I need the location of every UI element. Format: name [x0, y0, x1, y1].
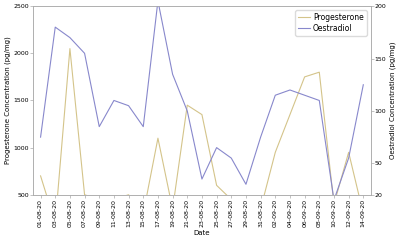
Oestradiol	[68, 36, 72, 39]
Oestradiol	[258, 136, 263, 138]
Progesterone	[112, 198, 116, 201]
Progesterone	[185, 104, 190, 107]
Progesterone	[126, 193, 131, 196]
Y-axis label: Progesterone Concentration (pg/mg): Progesterone Concentration (pg/mg)	[4, 36, 11, 164]
Progesterone	[38, 174, 43, 177]
Oestradiol	[141, 125, 146, 128]
Progesterone	[214, 184, 219, 187]
Progesterone	[156, 137, 160, 140]
Progesterone	[273, 151, 278, 154]
Legend: Progesterone, Oestradiol: Progesterone, Oestradiol	[296, 10, 367, 36]
Oestradiol	[156, 0, 160, 2]
Oestradiol	[361, 83, 366, 86]
Oestradiol	[229, 157, 234, 160]
Progesterone	[361, 212, 366, 215]
Oestradiol	[273, 94, 278, 97]
Oestradiol	[302, 94, 307, 97]
Line: Progesterone: Progesterone	[40, 49, 363, 223]
Progesterone	[258, 207, 263, 210]
Progesterone	[244, 207, 248, 210]
Progesterone	[68, 47, 72, 50]
Progesterone	[200, 113, 204, 116]
Oestradiol	[82, 52, 87, 55]
Oestradiol	[97, 125, 102, 128]
X-axis label: Date: Date	[194, 230, 210, 236]
Line: Oestradiol: Oestradiol	[40, 1, 363, 200]
Progesterone	[346, 151, 351, 154]
Progesterone	[302, 75, 307, 78]
Oestradiol	[317, 99, 322, 102]
Oestradiol	[112, 99, 116, 102]
Oestradiol	[332, 198, 336, 201]
Progesterone	[317, 71, 322, 74]
Oestradiol	[346, 157, 351, 160]
Oestradiol	[244, 183, 248, 186]
Oestradiol	[38, 136, 43, 138]
Progesterone	[141, 212, 146, 215]
Oestradiol	[126, 104, 131, 107]
Progesterone	[288, 113, 292, 116]
Progesterone	[332, 203, 336, 206]
Oestradiol	[288, 89, 292, 91]
Progesterone	[53, 222, 58, 224]
Progesterone	[97, 198, 102, 201]
Y-axis label: Oestradiol Concentration (pg/mg): Oestradiol Concentration (pg/mg)	[389, 42, 396, 159]
Progesterone	[170, 207, 175, 210]
Oestradiol	[214, 146, 219, 149]
Oestradiol	[200, 178, 204, 180]
Oestradiol	[170, 73, 175, 76]
Oestradiol	[53, 26, 58, 29]
Progesterone	[82, 193, 87, 196]
Oestradiol	[185, 109, 190, 112]
Progesterone	[229, 198, 234, 201]
